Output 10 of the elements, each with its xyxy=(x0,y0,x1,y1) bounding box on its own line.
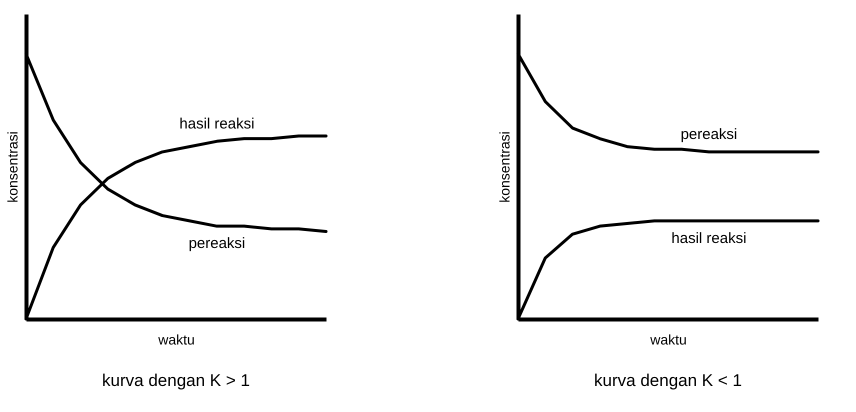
series-label: hasil reaksi xyxy=(179,115,254,132)
x-axis-title: waktu xyxy=(649,332,687,348)
series-label: pereaksi xyxy=(188,235,246,252)
text: kurva dengan K > 1 xyxy=(102,371,250,390)
text: kurva dengan K < 1 xyxy=(594,371,742,390)
series-label: hasil reaksi xyxy=(671,230,746,247)
y-axis-title: konsentrasi xyxy=(4,131,20,203)
y-axis-title: konsentrasi xyxy=(496,131,512,203)
x-axis-title: waktu xyxy=(157,332,195,348)
series-label: pereaksi xyxy=(680,126,738,143)
